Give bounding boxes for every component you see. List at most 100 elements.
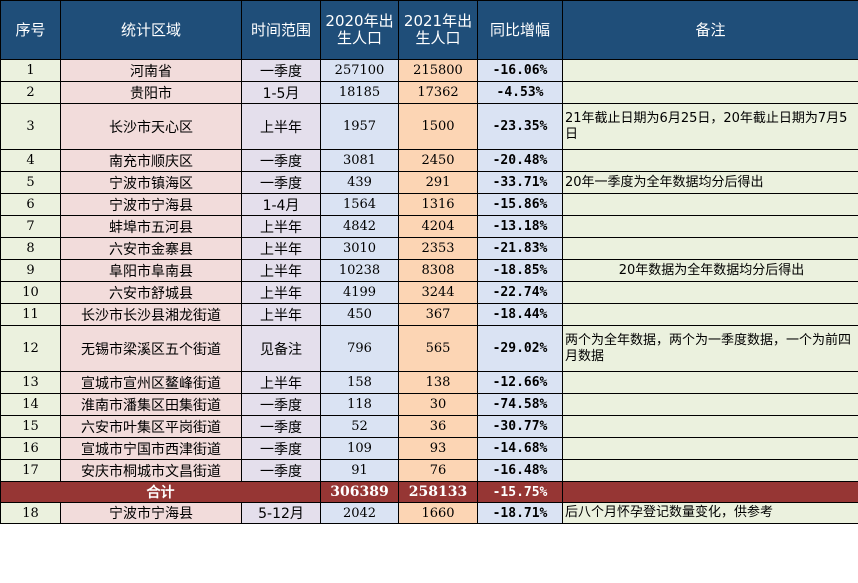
row-region: 宁波市镇海区 [60, 171, 242, 194]
row-2020-births: 118 [320, 393, 399, 416]
row-2020-births: 18185 [320, 81, 399, 104]
row-time-range: 上半年 [241, 259, 321, 282]
row-yoy-change: -22.74% [477, 281, 563, 304]
row-2020-births: 4199 [320, 281, 399, 304]
header-row: 序号 统计区域 时间范围 2020年出生人口 2021年出生人口 同比增幅 备注 [0, 0, 858, 60]
row-time-range: 上半年 [241, 281, 321, 304]
row-2021-births: 138 [398, 371, 478, 394]
row-yoy-change: -29.02% [477, 325, 563, 372]
row-2020-births: 450 [320, 303, 399, 326]
row-yoy-change: -12.66% [477, 371, 563, 394]
row-time-range: 一季度 [241, 393, 321, 416]
table-body: 1 河南省 一季度 257100 215800 -16.06% 2 贵阳市 1-5月 18185 1… [0, 59, 858, 524]
row-yoy-change: -18.71% [477, 502, 563, 524]
row-2021-births: 4204 [398, 215, 478, 238]
total-2021-births: 258133 [398, 481, 478, 503]
row-note [562, 215, 858, 238]
row-note [562, 393, 858, 416]
row-yoy-change: -18.44% [477, 303, 563, 326]
row-index: 14 [0, 393, 61, 416]
row-index: 10 [0, 281, 61, 304]
row-yoy-change: -23.35% [477, 103, 563, 150]
table-row: 12 无锡市梁溪区五个街道 见备注 796 565 -29.02% 两个为全年数据，两个为一… [0, 325, 858, 372]
total-note [562, 481, 858, 503]
table-row: 8 六安市金寨县 上半年 3010 2353 -21.83% [0, 237, 858, 260]
header-index: 序号 [0, 0, 61, 60]
row-region: 宣城市宁国市西津街道 [60, 437, 242, 460]
row-time-range: 一季度 [241, 437, 321, 460]
row-region: 宣城市宣州区鳌峰街道 [60, 371, 242, 394]
row-yoy-change: -16.06% [477, 59, 563, 82]
row-index: 15 [0, 415, 61, 438]
header-2020-births: 2020年出生人口 [320, 0, 399, 60]
row-region: 贵阳市 [60, 81, 242, 104]
table-row: 14 淮南市潘集区田集街道 一季度 118 30 -74.58% [0, 393, 858, 416]
row-2021-births: 291 [398, 171, 478, 194]
header-note: 备注 [562, 0, 858, 60]
row-index: 18 [0, 502, 61, 524]
row-index: 17 [0, 459, 61, 482]
row-2021-births: 2450 [398, 149, 478, 172]
table-row: 18 宁波市宁海县 5-12月 2042 1660 -18.71% 后八个月怀孕登记数量变化… [0, 502, 858, 524]
row-2021-births: 1316 [398, 193, 478, 216]
row-time-range: 一季度 [241, 171, 321, 194]
row-region: 蚌埠市五河县 [60, 215, 242, 238]
row-time-range: 一季度 [241, 415, 321, 438]
header-2021-births: 2021年出生人口 [398, 0, 478, 60]
row-yoy-change: -4.53% [477, 81, 563, 104]
row-note: 后八个月怀孕登记数量变化，供参考 [562, 502, 858, 524]
row-2021-births: 17362 [398, 81, 478, 104]
row-region: 南充市顺庆区 [60, 149, 242, 172]
row-2021-births: 565 [398, 325, 478, 372]
row-yoy-change: -74.58% [477, 393, 563, 416]
row-region: 长沙市天心区 [60, 103, 242, 150]
row-2021-births: 3244 [398, 281, 478, 304]
row-time-range: 一季度 [241, 149, 321, 172]
row-2021-births: 1660 [398, 502, 478, 524]
row-yoy-change: -21.83% [477, 237, 563, 260]
row-index: 1 [0, 59, 61, 82]
row-yoy-change: -14.68% [477, 437, 563, 460]
header-time-range: 时间范围 [241, 0, 321, 60]
row-note: 20年数据为全年数据均分后得出 [562, 259, 858, 282]
row-index: 8 [0, 237, 61, 260]
row-index: 4 [0, 149, 61, 172]
total-label: 合计 [0, 481, 321, 503]
row-time-range: 一季度 [241, 59, 321, 82]
table-row: 13 宣城市宣州区鳌峰街道 上半年 158 138 -12.66% [0, 371, 858, 394]
row-time-range: 上半年 [241, 371, 321, 394]
row-region: 阜阳市阜南县 [60, 259, 242, 282]
total-yoy-change: -15.75% [477, 481, 563, 503]
row-note [562, 149, 858, 172]
row-time-range: 1-5月 [241, 81, 321, 104]
row-region: 安庆市桐城市文昌街道 [60, 459, 242, 482]
table-row: 4 南充市顺庆区 一季度 3081 2450 -20.48% [0, 149, 858, 172]
row-2020-births: 4842 [320, 215, 399, 238]
row-note [562, 81, 858, 104]
row-2020-births: 3081 [320, 149, 399, 172]
row-2021-births: 30 [398, 393, 478, 416]
row-2020-births: 158 [320, 371, 399, 394]
row-index: 7 [0, 215, 61, 238]
table-row: 7 蚌埠市五河县 上半年 4842 4204 -13.18% [0, 215, 858, 238]
row-yoy-change: -15.86% [477, 193, 563, 216]
row-note [562, 59, 858, 82]
row-note [562, 281, 858, 304]
row-note [562, 237, 858, 260]
row-region: 宁波市宁海县 [60, 193, 242, 216]
row-region: 六安市金寨县 [60, 237, 242, 260]
table-row: 9 阜阳市阜南县 上半年 10238 8308 -18.85% 20年数据为全年数据均分后得… [0, 259, 858, 282]
row-index: 6 [0, 193, 61, 216]
header-yoy-change: 同比增幅 [477, 0, 563, 60]
row-region: 淮南市潘集区田集街道 [60, 393, 242, 416]
row-note [562, 193, 858, 216]
row-2020-births: 439 [320, 171, 399, 194]
row-yoy-change: -16.48% [477, 459, 563, 482]
row-2020-births: 2042 [320, 502, 399, 524]
row-yoy-change: -33.71% [477, 171, 563, 194]
row-time-range: 上半年 [241, 103, 321, 150]
table-row: 5 宁波市镇海区 一季度 439 291 -33.71% 20年一季度为全年数据均分后得出 [0, 171, 858, 194]
row-region: 宁波市宁海县 [60, 502, 242, 524]
table-row: 11 长沙市长沙县湘龙街道 上半年 450 367 -18.44% [0, 303, 858, 326]
row-time-range: 上半年 [241, 237, 321, 260]
